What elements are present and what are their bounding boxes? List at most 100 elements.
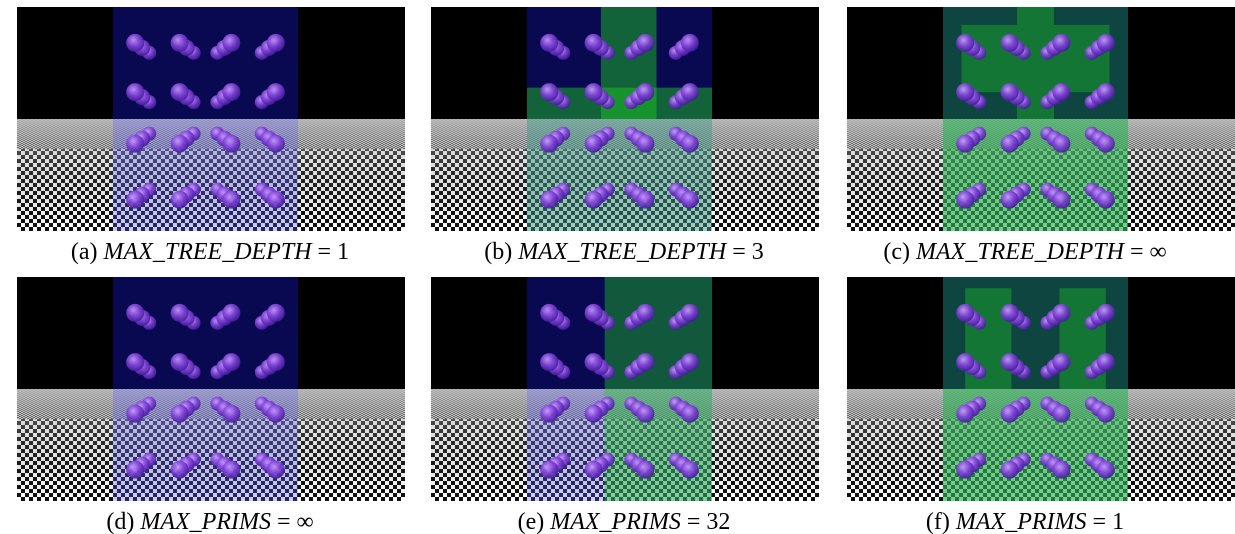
sphere bbox=[267, 353, 285, 371]
sphere bbox=[1001, 83, 1019, 101]
sphere bbox=[585, 405, 603, 423]
caption-label: (d) bbox=[106, 509, 134, 534]
sphere bbox=[267, 461, 285, 479]
sphere bbox=[1052, 461, 1070, 479]
caption-value: 3 bbox=[752, 239, 764, 265]
render-image bbox=[431, 7, 819, 231]
sphere bbox=[585, 83, 603, 101]
sphere bbox=[1097, 83, 1115, 101]
sphere bbox=[956, 405, 974, 423]
sphere bbox=[1052, 83, 1070, 101]
sphere bbox=[540, 135, 558, 153]
sphere bbox=[171, 405, 189, 423]
sphere bbox=[540, 461, 558, 479]
sphere bbox=[171, 191, 189, 209]
render-image bbox=[431, 277, 819, 501]
sphere bbox=[222, 353, 240, 371]
sphere bbox=[681, 461, 699, 479]
render-image bbox=[847, 277, 1235, 501]
sphere bbox=[1052, 191, 1070, 209]
sphere bbox=[956, 191, 974, 209]
sphere bbox=[1052, 353, 1070, 371]
sphere bbox=[636, 405, 654, 423]
sphere bbox=[636, 461, 654, 479]
sphere bbox=[171, 353, 189, 371]
sphere bbox=[540, 405, 558, 423]
sphere bbox=[540, 304, 558, 322]
sphere bbox=[681, 135, 699, 153]
sphere bbox=[585, 304, 603, 322]
sphere bbox=[636, 191, 654, 209]
caption: (f) MAX_PRIMS = 1 bbox=[815, 508, 1235, 534]
sphere bbox=[956, 461, 974, 479]
sphere bbox=[1097, 461, 1115, 479]
sphere bbox=[1097, 135, 1115, 153]
sphere bbox=[222, 34, 240, 52]
sphere bbox=[171, 304, 189, 322]
sphere bbox=[540, 34, 558, 52]
sphere bbox=[1052, 135, 1070, 153]
render-image bbox=[847, 7, 1235, 231]
sphere bbox=[267, 34, 285, 52]
sphere bbox=[1097, 304, 1115, 322]
sphere bbox=[171, 135, 189, 153]
sphere bbox=[540, 353, 558, 371]
sphere bbox=[267, 304, 285, 322]
caption-label: (b) bbox=[484, 239, 512, 265]
figure: (a) MAX_TREE_DEPTH = 1 (b) MAX_TREE_DEPT… bbox=[0, 0, 1235, 534]
sphere bbox=[1097, 405, 1115, 423]
caption-param: MAX_PRIMS bbox=[140, 509, 271, 534]
caption-label: (a) bbox=[71, 239, 98, 265]
caption: (d) MAX_PRIMS = ∞ bbox=[0, 508, 420, 534]
sphere bbox=[1097, 34, 1115, 52]
sphere bbox=[681, 353, 699, 371]
sphere bbox=[585, 461, 603, 479]
sphere bbox=[956, 135, 974, 153]
caption-param: MAX_TREE_DEPTH bbox=[916, 239, 1124, 265]
caption-op: = bbox=[1093, 509, 1107, 534]
sphere bbox=[126, 353, 144, 371]
caption-param: MAX_PRIMS bbox=[956, 509, 1087, 534]
caption-label: (f) bbox=[926, 509, 950, 534]
sphere bbox=[956, 353, 974, 371]
caption-value: 32 bbox=[706, 509, 730, 534]
sphere bbox=[1001, 191, 1019, 209]
caption-op: = bbox=[732, 239, 746, 265]
caption-param: MAX_TREE_DEPTH bbox=[104, 239, 312, 265]
sphere bbox=[267, 83, 285, 101]
sphere bbox=[171, 461, 189, 479]
caption: (a) MAX_TREE_DEPTH = 1 bbox=[0, 238, 420, 266]
sphere bbox=[126, 83, 144, 101]
render-image bbox=[17, 7, 405, 231]
sphere bbox=[1001, 353, 1019, 371]
sphere bbox=[1097, 353, 1115, 371]
sphere bbox=[267, 135, 285, 153]
sphere bbox=[1001, 461, 1019, 479]
caption-op: = bbox=[277, 509, 291, 534]
caption-value: ∞ bbox=[297, 509, 314, 534]
caption-param: MAX_PRIMS bbox=[550, 509, 681, 534]
caption-label: (c) bbox=[883, 239, 910, 265]
render-image bbox=[17, 277, 405, 501]
caption-value: 1 bbox=[337, 239, 349, 265]
sphere bbox=[585, 353, 603, 371]
sphere bbox=[222, 191, 240, 209]
sphere bbox=[585, 191, 603, 209]
sphere bbox=[681, 34, 699, 52]
sphere bbox=[585, 135, 603, 153]
sphere bbox=[171, 34, 189, 52]
sphere bbox=[1052, 304, 1070, 322]
sphere bbox=[636, 34, 654, 52]
sphere bbox=[956, 304, 974, 322]
caption-value: 1 bbox=[1112, 509, 1124, 534]
sphere bbox=[1097, 191, 1115, 209]
caption: (b) MAX_TREE_DEPTH = 3 bbox=[414, 238, 834, 266]
sphere bbox=[222, 135, 240, 153]
sphere bbox=[681, 304, 699, 322]
caption: (c) MAX_TREE_DEPTH = ∞ bbox=[815, 238, 1235, 266]
sphere bbox=[636, 353, 654, 371]
sphere bbox=[636, 83, 654, 101]
caption-label: (e) bbox=[518, 509, 545, 534]
caption-value: ∞ bbox=[1150, 239, 1167, 265]
sphere bbox=[636, 135, 654, 153]
